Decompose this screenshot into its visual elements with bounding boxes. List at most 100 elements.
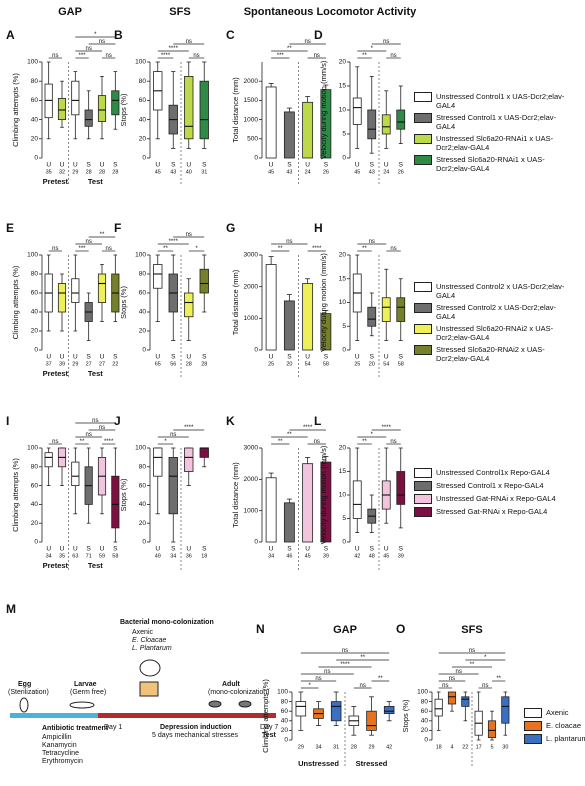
x-tick-label: U <box>60 354 65 361</box>
significance-label: ns <box>449 676 455 682</box>
legend-label: Stressed Slc6a20-RNAi1 x UAS-Dcr2;elav-G… <box>436 155 545 173</box>
box <box>84 109 93 127</box>
significance-label: **** <box>340 662 350 668</box>
y-tick-label: 20 <box>339 445 347 452</box>
y-tick-label: 0 <box>342 155 346 162</box>
group-label: Stressed <box>356 759 388 768</box>
panel-letter: J <box>114 414 121 428</box>
x-tick-label: S <box>370 546 375 553</box>
n-label: 43 <box>286 169 292 175</box>
y-tick-label: 80 <box>139 271 147 278</box>
panel-letter: M <box>6 602 16 616</box>
significance-label: ns <box>186 232 192 238</box>
significance-label: ns <box>315 676 321 682</box>
n-label: 17 <box>476 744 482 750</box>
x-tick-label: U <box>100 162 105 169</box>
significance-label: ns <box>52 246 58 252</box>
box <box>396 297 406 322</box>
x-tick-label: U <box>155 354 160 361</box>
n-label: 39 <box>398 553 404 559</box>
y-tick-label: 0 <box>34 155 38 162</box>
x-tick-label: U <box>355 354 360 361</box>
significance-label: ** <box>80 439 85 445</box>
bar <box>283 300 295 351</box>
significance-label: ** <box>362 246 367 252</box>
legend-label: L. plantarum <box>546 734 585 743</box>
legend-entry: Stressed Control1 x UAS-Dcr2;elav-GAL4 <box>414 113 571 131</box>
x-tick-label: S <box>324 354 329 361</box>
legend-label: Unstressed Slc6a20-RNAi1 x UAS-Dcr2;elav… <box>436 134 554 152</box>
y-tick-label: 15 <box>339 275 347 282</box>
y-tick-label: 20 <box>339 252 347 259</box>
box <box>461 696 470 707</box>
y-tick-label: 60 <box>139 290 147 297</box>
x-tick-label: U <box>73 162 78 169</box>
n-label: 31 <box>201 169 207 175</box>
legend-label: Unstressed Control2 x UAS-Dcr2;elav-GAL4 <box>436 282 565 300</box>
box <box>153 447 163 477</box>
column-header: SFS <box>169 6 190 18</box>
x-tick-label: U <box>186 546 191 553</box>
legend-label: Stressed Slc6a20-RNAi2 x UAS-Dcr2;elav-G… <box>436 345 545 363</box>
x-tick-label: U <box>355 162 360 169</box>
significance-label: ** <box>100 232 105 238</box>
n-label: 28 <box>186 361 192 367</box>
y-tick-label: 0 <box>142 539 146 546</box>
y-tick-label: 15 <box>339 83 347 90</box>
panel-letter: H <box>314 221 323 235</box>
legend-swatch <box>524 708 542 718</box>
significance-label: **** <box>303 425 313 431</box>
n-label: 58 <box>323 361 329 367</box>
y-tick-label: 20 <box>31 328 39 335</box>
n-label: 45 <box>383 553 389 559</box>
bar <box>320 89 332 159</box>
n-label: 54 <box>305 361 311 367</box>
box <box>111 90 120 116</box>
box <box>184 447 194 472</box>
bar <box>320 313 332 351</box>
y-axis-label: Stops (%) <box>401 699 410 732</box>
n-label: 4 <box>450 744 453 750</box>
legend-entry: Axenic <box>524 708 585 718</box>
legend-swatch <box>414 345 432 355</box>
n-label: 45 <box>305 553 311 559</box>
significance-label: ns <box>85 432 91 438</box>
y-tick-label: 60 <box>139 97 147 104</box>
n-label: 25 <box>354 361 360 367</box>
box <box>501 696 510 724</box>
legend-entry: Unstressed Control2 x UAS-Dcr2;elav-GAL4 <box>414 282 571 300</box>
box <box>352 97 362 125</box>
panel-letter: B <box>114 28 123 42</box>
y-tick-label: 1000 <box>244 116 259 123</box>
legend-label: Unstressed Control1x Repo-GAL4 <box>436 468 550 477</box>
y-tick-label: 3000 <box>244 445 259 452</box>
n-label: 31 <box>333 744 339 750</box>
y-tick-label: 20 <box>339 59 347 66</box>
box <box>184 76 194 140</box>
y-tick-label: 20 <box>139 328 147 335</box>
significance-label: ** <box>278 439 283 445</box>
significance-label: ns <box>469 648 475 654</box>
y-tick-label: 40 <box>31 309 39 316</box>
x-tick-label: S <box>370 162 375 169</box>
legend-entry: Stressed Slc6a20-RNAi2 x UAS-Dcr2;elav-G… <box>414 345 571 363</box>
significance-label: * <box>164 439 167 445</box>
legend-label: Stressed Control1 x UAS-Dcr2;elav-GAL4 <box>436 113 557 131</box>
significance-label: ns <box>105 53 111 59</box>
diagram-text: Erythromycin <box>42 758 83 765</box>
n-label: 18 <box>201 553 207 559</box>
y-axis-label: Climbing attempts (%) <box>11 73 20 147</box>
diagram-text: Adult <box>222 681 241 688</box>
chart-title: GAP <box>333 624 357 636</box>
box <box>97 95 107 122</box>
legend-entry: Stressed Slc6a20-RNAi1 x UAS-Dcr2;elav-G… <box>414 155 571 173</box>
y-tick-label: 5 <box>342 323 346 330</box>
legend-label: Stressed Control2 x UAS-Dcr2;elav-GAL4 <box>436 303 557 321</box>
n-label: 28 <box>99 169 105 175</box>
legend-swatch <box>414 507 432 517</box>
y-tick-label: 1000 <box>244 507 259 514</box>
column-header: Spontaneous Locomotor Activity <box>244 6 417 18</box>
significance-label: ns <box>99 39 105 45</box>
y-tick-label: 2000 <box>244 78 259 85</box>
n-label: 29 <box>298 744 304 750</box>
